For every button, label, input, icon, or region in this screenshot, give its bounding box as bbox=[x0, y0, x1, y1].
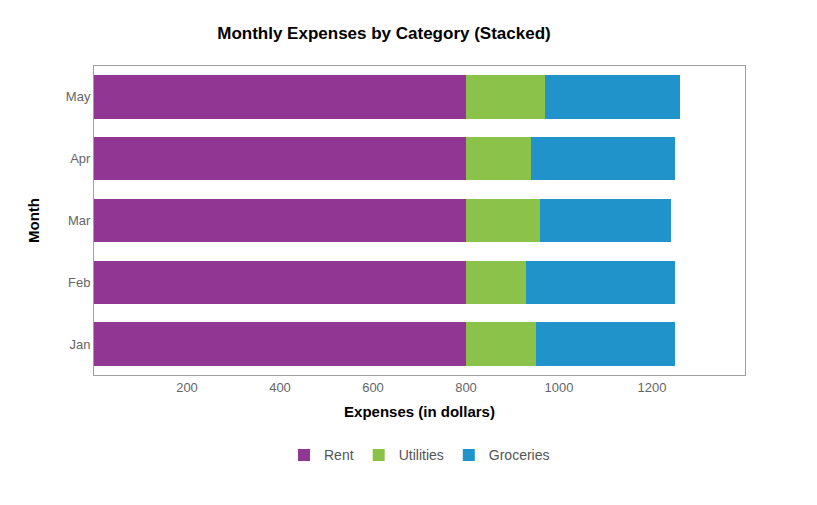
svg-text:200: 200 bbox=[176, 380, 198, 395]
svg-text:Utilities: Utilities bbox=[399, 447, 444, 463]
svg-text:Feb: Feb bbox=[68, 275, 90, 290]
svg-text:800: 800 bbox=[455, 380, 477, 395]
svg-text:Expenses (in dollars): Expenses (in dollars) bbox=[344, 403, 495, 420]
svg-text:Monthly Expenses by Category (: Monthly Expenses by Category (Stacked) bbox=[217, 24, 550, 43]
svg-text:May: May bbox=[66, 89, 91, 104]
svg-text:1000: 1000 bbox=[545, 380, 574, 395]
svg-text:Jan: Jan bbox=[69, 337, 90, 352]
svg-text:Month: Month bbox=[25, 198, 42, 243]
svg-text:600: 600 bbox=[362, 380, 384, 395]
svg-text:Rent: Rent bbox=[324, 447, 354, 463]
svg-text:Mar: Mar bbox=[68, 213, 91, 228]
svg-text:400: 400 bbox=[269, 380, 291, 395]
svg-text:Groceries: Groceries bbox=[489, 447, 550, 463]
svg-text:Apr: Apr bbox=[70, 151, 91, 166]
svg-text:1200: 1200 bbox=[638, 380, 667, 395]
